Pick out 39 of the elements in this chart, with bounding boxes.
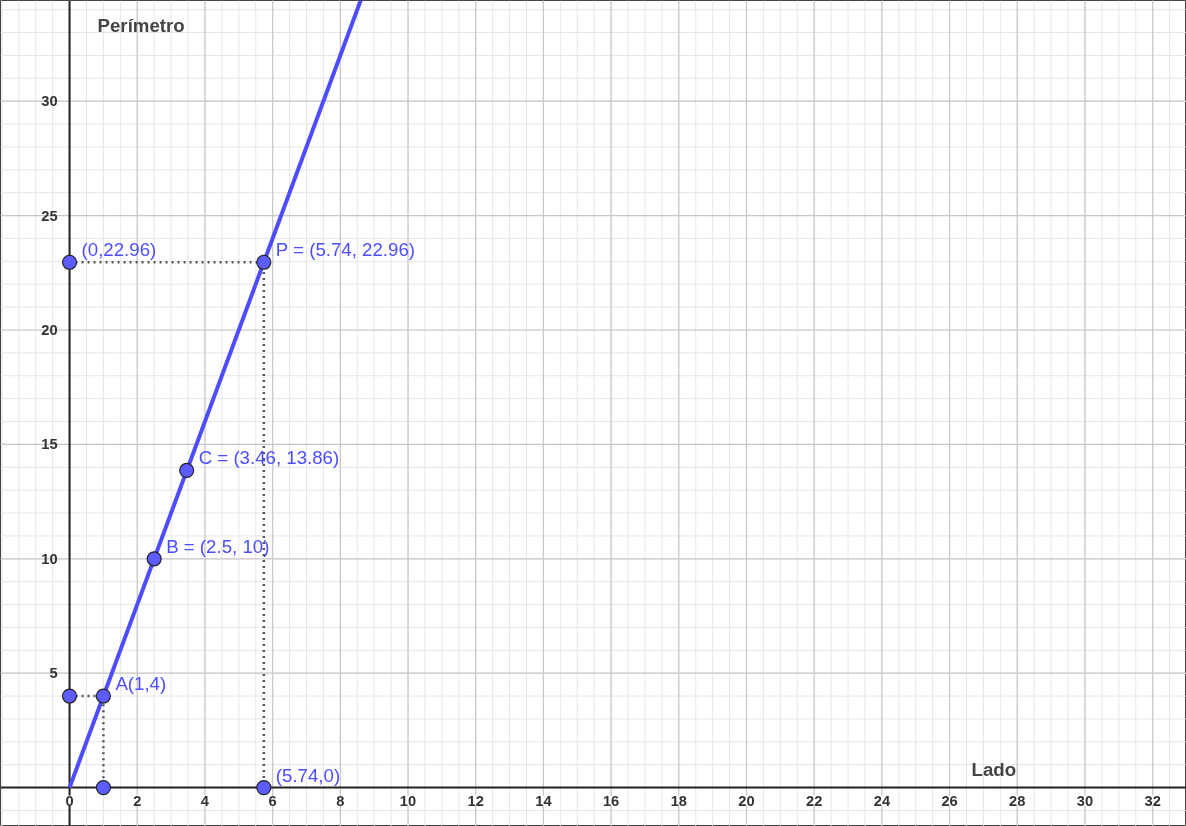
- x-tick-label: 32: [1144, 792, 1161, 809]
- x-tick-label: 30: [1076, 792, 1094, 809]
- point: [179, 462, 195, 479]
- y-tick-label: 5: [49, 665, 58, 682]
- x-axis-title: Lado: [971, 758, 1017, 780]
- annotation: A(1,4): [115, 673, 167, 695]
- annotation: (5.74,0): [275, 764, 341, 786]
- y-tick-label: 15: [41, 436, 58, 453]
- y-tick-label: 10: [41, 550, 58, 567]
- x-tick-label: 0: [65, 792, 74, 809]
- y-axis-title: Perímetro: [97, 14, 185, 36]
- annotation: C = (3.46, 13.86): [198, 447, 340, 469]
- x-tick-label: 4: [200, 792, 210, 809]
- x-tick-label: 18: [670, 792, 687, 809]
- x-tick-label: 28: [1009, 792, 1026, 809]
- point: [95, 688, 111, 704]
- point: [256, 254, 272, 270]
- x-tick-label: 24: [873, 792, 891, 809]
- point: [61, 254, 78, 270]
- annotation: P = (5.74, 22.96): [275, 239, 415, 261]
- x-tick-label: 20: [738, 792, 755, 809]
- point: [61, 688, 78, 704]
- y-tick-label: 20: [41, 321, 58, 338]
- x-tick-label: 8: [336, 792, 345, 809]
- point: [95, 780, 111, 796]
- x-tick-label: 26: [941, 792, 958, 809]
- y-tick-label: 25: [41, 207, 58, 224]
- x-tick-label: 14: [535, 792, 553, 809]
- annotation: (0,22.96): [81, 239, 157, 261]
- point: [256, 780, 272, 796]
- x-tick-label: 16: [602, 792, 620, 809]
- x-tick-label: 6: [268, 792, 277, 809]
- x-tick-label: 2: [133, 792, 142, 809]
- x-tick-label: 10: [399, 792, 417, 809]
- x-tick-label: 22: [806, 792, 823, 809]
- annotation: B = (2.5, 10): [166, 535, 270, 557]
- x-tick-label: 12: [467, 792, 484, 809]
- y-tick-label: 30: [41, 93, 58, 110]
- point: [146, 551, 162, 567]
